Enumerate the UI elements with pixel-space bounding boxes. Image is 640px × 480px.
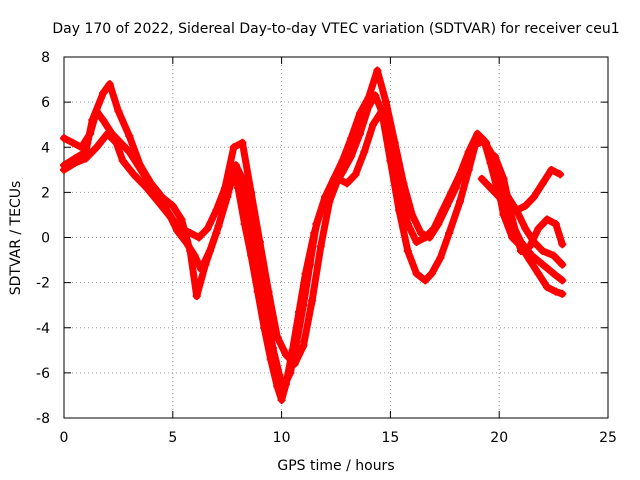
series-5	[490, 152, 567, 256]
chart-title: Day 170 of 2022, Sidereal Day-to-day VTE…	[52, 21, 619, 37]
x-tick-label: 20	[490, 430, 508, 446]
data-points	[490, 152, 567, 256]
y-tick-label: 2	[41, 185, 50, 201]
series-3	[60, 107, 567, 368]
y-tick-label: 6	[41, 95, 50, 111]
grid-lines	[64, 57, 608, 418]
y-tick-label: -8	[36, 411, 50, 427]
y-tick-label: -2	[36, 276, 50, 292]
series-line	[60, 67, 566, 404]
series-2	[60, 66, 567, 404]
series-group	[60, 66, 567, 404]
y-tick-label: 8	[41, 50, 50, 66]
x-tick-label: 15	[381, 430, 399, 446]
data-points	[60, 107, 567, 368]
x-tick-label: 5	[168, 430, 177, 446]
series-line	[478, 166, 564, 214]
y-axis-ticks: 8 6 4 2 0 -2 -4 -6 -8	[36, 50, 608, 427]
x-tick-label: 25	[599, 430, 617, 446]
x-tick-label: 0	[60, 430, 69, 446]
y-tick-label: 4	[41, 140, 50, 156]
y-tick-label: -6	[36, 366, 50, 382]
x-tick-label: 10	[273, 430, 291, 446]
y-axis-label: SDTVAR / TECUs	[8, 181, 24, 296]
y-tick-label: -4	[36, 321, 50, 337]
y-tick-label: 0	[41, 231, 50, 247]
x-axis-label: GPS time / hours	[277, 458, 394, 474]
x-axis-ticks: 0 5 10 15 20 25	[60, 57, 617, 446]
